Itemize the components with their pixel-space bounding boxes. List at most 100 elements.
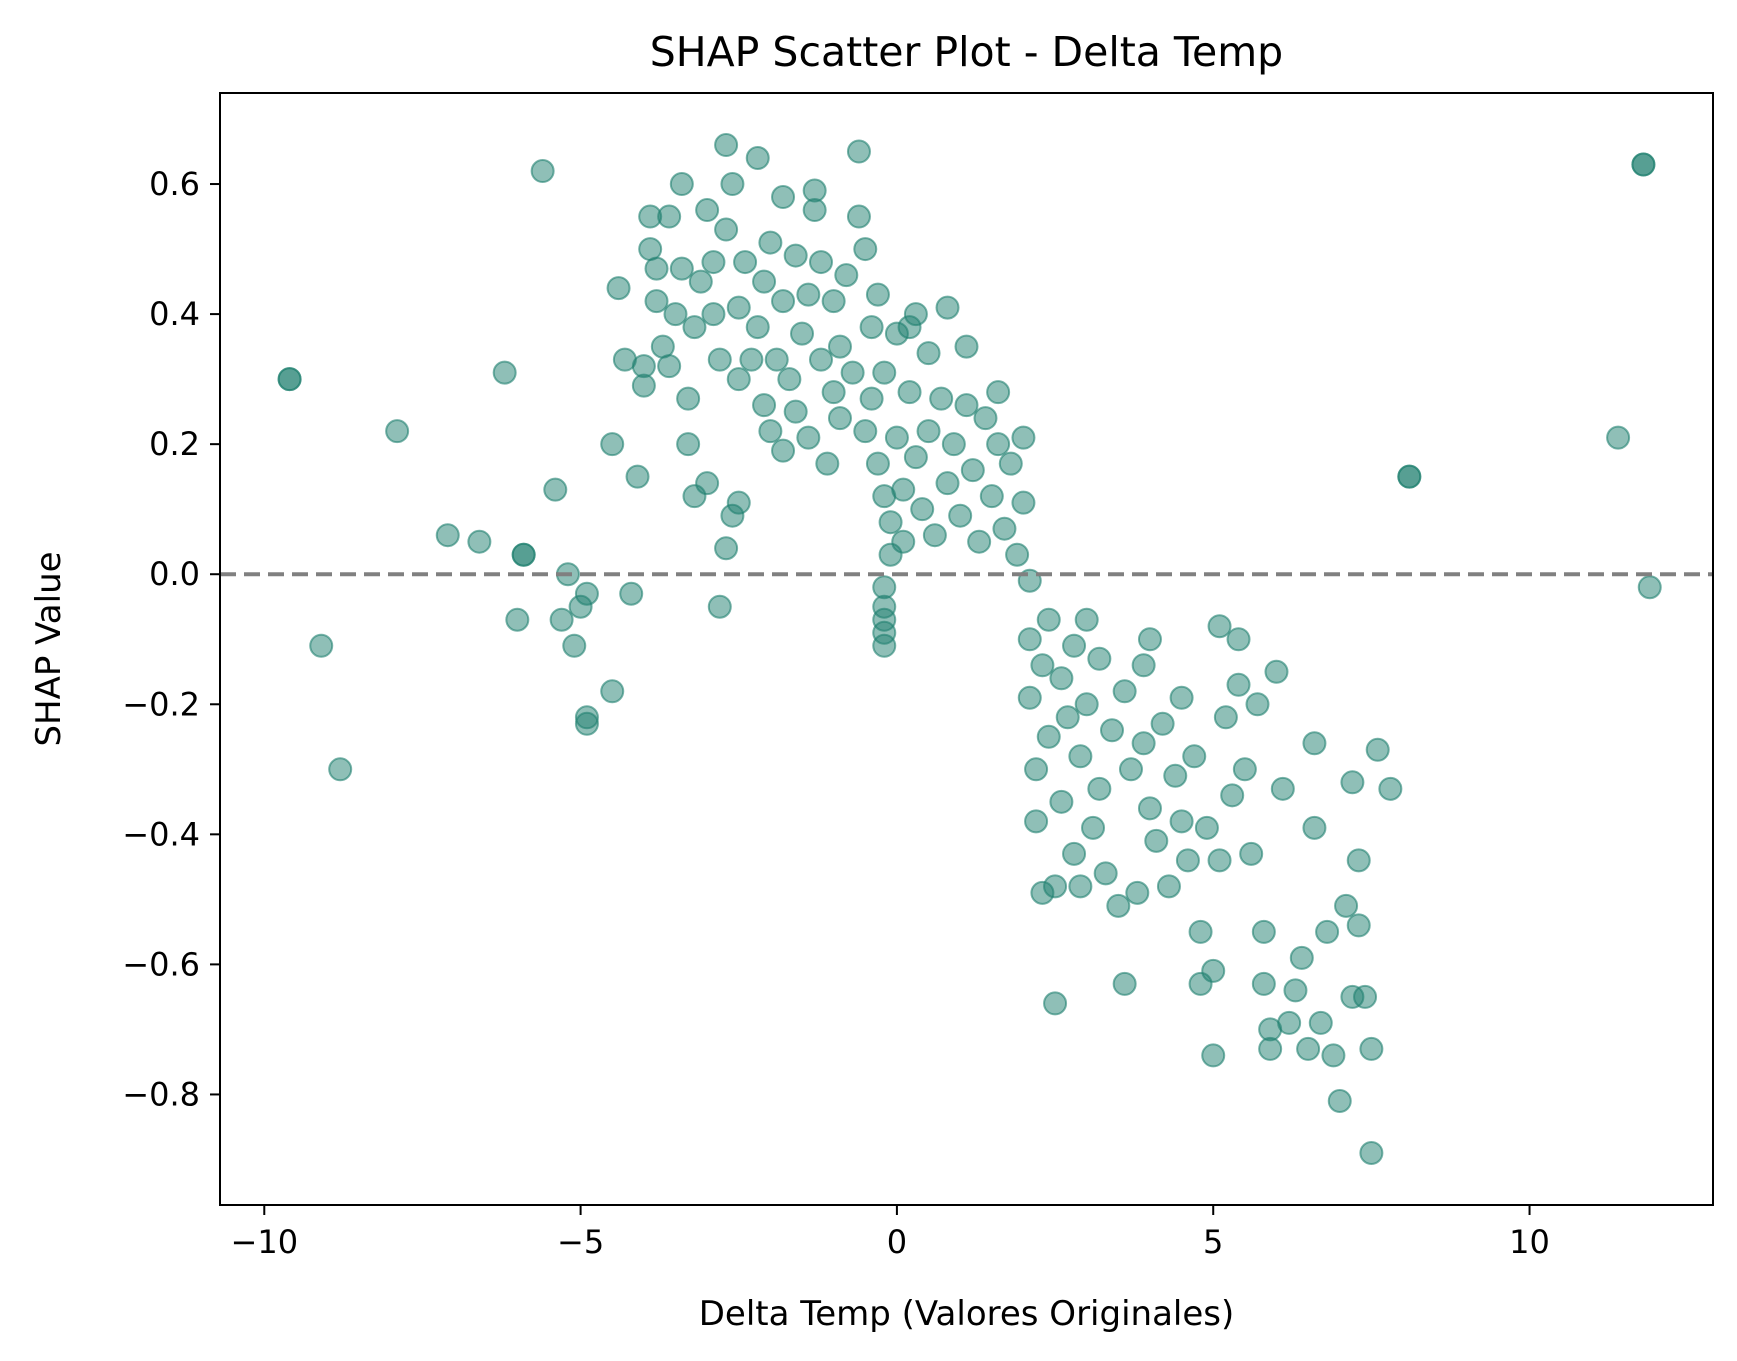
data-point bbox=[1302, 731, 1327, 756]
data-point bbox=[1017, 685, 1042, 710]
data-point bbox=[1043, 991, 1068, 1016]
data-point bbox=[1213, 705, 1238, 730]
data-point bbox=[682, 315, 707, 340]
data-point bbox=[1258, 1036, 1283, 1061]
data-point bbox=[1144, 828, 1169, 853]
data-point bbox=[574, 711, 599, 736]
data-point bbox=[986, 380, 1011, 405]
data-point bbox=[834, 263, 859, 288]
data-point bbox=[796, 282, 821, 307]
y-tick-label: −0.6 bbox=[122, 945, 200, 983]
data-point bbox=[865, 451, 890, 476]
data-point bbox=[562, 633, 587, 658]
data-point bbox=[1397, 464, 1422, 489]
data-point bbox=[1334, 893, 1359, 918]
data-point bbox=[1327, 1088, 1352, 1113]
data-point bbox=[726, 367, 751, 392]
data-point bbox=[1043, 874, 1068, 899]
data-point bbox=[676, 432, 701, 457]
data-point bbox=[764, 347, 789, 372]
data-point bbox=[802, 178, 827, 203]
data-point bbox=[1346, 913, 1371, 938]
data-point bbox=[1112, 971, 1137, 996]
data-point bbox=[884, 425, 909, 450]
data-point bbox=[808, 347, 833, 372]
data-point bbox=[1024, 757, 1049, 782]
data-point bbox=[1062, 841, 1087, 866]
x-tick-label: 0 bbox=[887, 1223, 907, 1261]
data-point bbox=[1074, 607, 1099, 632]
data-point bbox=[872, 633, 897, 658]
data-point bbox=[922, 523, 947, 548]
data-point bbox=[701, 250, 726, 275]
data-point bbox=[859, 315, 884, 340]
data-point bbox=[1169, 809, 1194, 834]
y-tick-label: 0.0 bbox=[149, 555, 200, 593]
data-point bbox=[1175, 848, 1200, 873]
data-point bbox=[796, 425, 821, 450]
data-point bbox=[1112, 679, 1137, 704]
data-point bbox=[625, 464, 650, 489]
data-point bbox=[821, 380, 846, 405]
data-point bbox=[960, 458, 985, 483]
data-point bbox=[309, 633, 334, 658]
data-point bbox=[676, 386, 701, 411]
data-point bbox=[574, 581, 599, 606]
data-point bbox=[669, 256, 694, 281]
data-point bbox=[492, 360, 517, 385]
x-tick-label: −5 bbox=[557, 1223, 604, 1261]
data-point bbox=[1118, 757, 1143, 782]
data-point bbox=[752, 269, 777, 294]
x-tick-label: 5 bbox=[1203, 1223, 1223, 1261]
data-point bbox=[505, 607, 530, 632]
data-point bbox=[1137, 627, 1162, 652]
data-point bbox=[1049, 789, 1074, 814]
data-point bbox=[846, 139, 871, 164]
data-point bbox=[973, 406, 998, 431]
data-point bbox=[549, 607, 574, 632]
data-point bbox=[752, 393, 777, 418]
data-point bbox=[1030, 653, 1055, 678]
data-point bbox=[1081, 815, 1106, 840]
data-point bbox=[1289, 945, 1314, 970]
data-point bbox=[1125, 880, 1150, 905]
data-point bbox=[1169, 685, 1194, 710]
data-point bbox=[1074, 692, 1099, 717]
data-point bbox=[435, 523, 460, 548]
data-point bbox=[1036, 724, 1061, 749]
data-point bbox=[790, 321, 815, 346]
data-point bbox=[1296, 1036, 1321, 1061]
data-point bbox=[1606, 425, 1631, 450]
data-point bbox=[1340, 770, 1365, 795]
data-point bbox=[277, 367, 302, 392]
data-point bbox=[771, 438, 796, 463]
data-point bbox=[511, 542, 536, 567]
data-point bbox=[745, 315, 770, 340]
data-point bbox=[1049, 666, 1074, 691]
data-point bbox=[600, 679, 625, 704]
data-point bbox=[941, 432, 966, 457]
data-point bbox=[1245, 692, 1270, 717]
data-point bbox=[720, 172, 745, 197]
data-point bbox=[1220, 783, 1245, 808]
y-axis-ticks: 0.6 0.4 0.2 0.0 −0.2 −0.4 −0.6 −0.8 bbox=[122, 165, 220, 1113]
data-point bbox=[1239, 841, 1264, 866]
data-point bbox=[859, 386, 884, 411]
data-point bbox=[1131, 653, 1156, 678]
data-point bbox=[1087, 646, 1112, 671]
data-point bbox=[530, 159, 555, 184]
data-point bbox=[695, 471, 720, 496]
data-point bbox=[701, 302, 726, 327]
data-point bbox=[1207, 614, 1232, 639]
data-point bbox=[967, 529, 992, 554]
data-point bbox=[853, 419, 878, 444]
y-tick-label: −0.2 bbox=[122, 685, 200, 723]
data-point bbox=[1365, 737, 1390, 762]
data-point bbox=[631, 354, 656, 379]
data-point bbox=[695, 198, 720, 223]
data-point bbox=[663, 302, 688, 327]
data-point bbox=[758, 419, 783, 444]
data-point bbox=[916, 341, 941, 366]
data-point bbox=[1100, 718, 1125, 743]
